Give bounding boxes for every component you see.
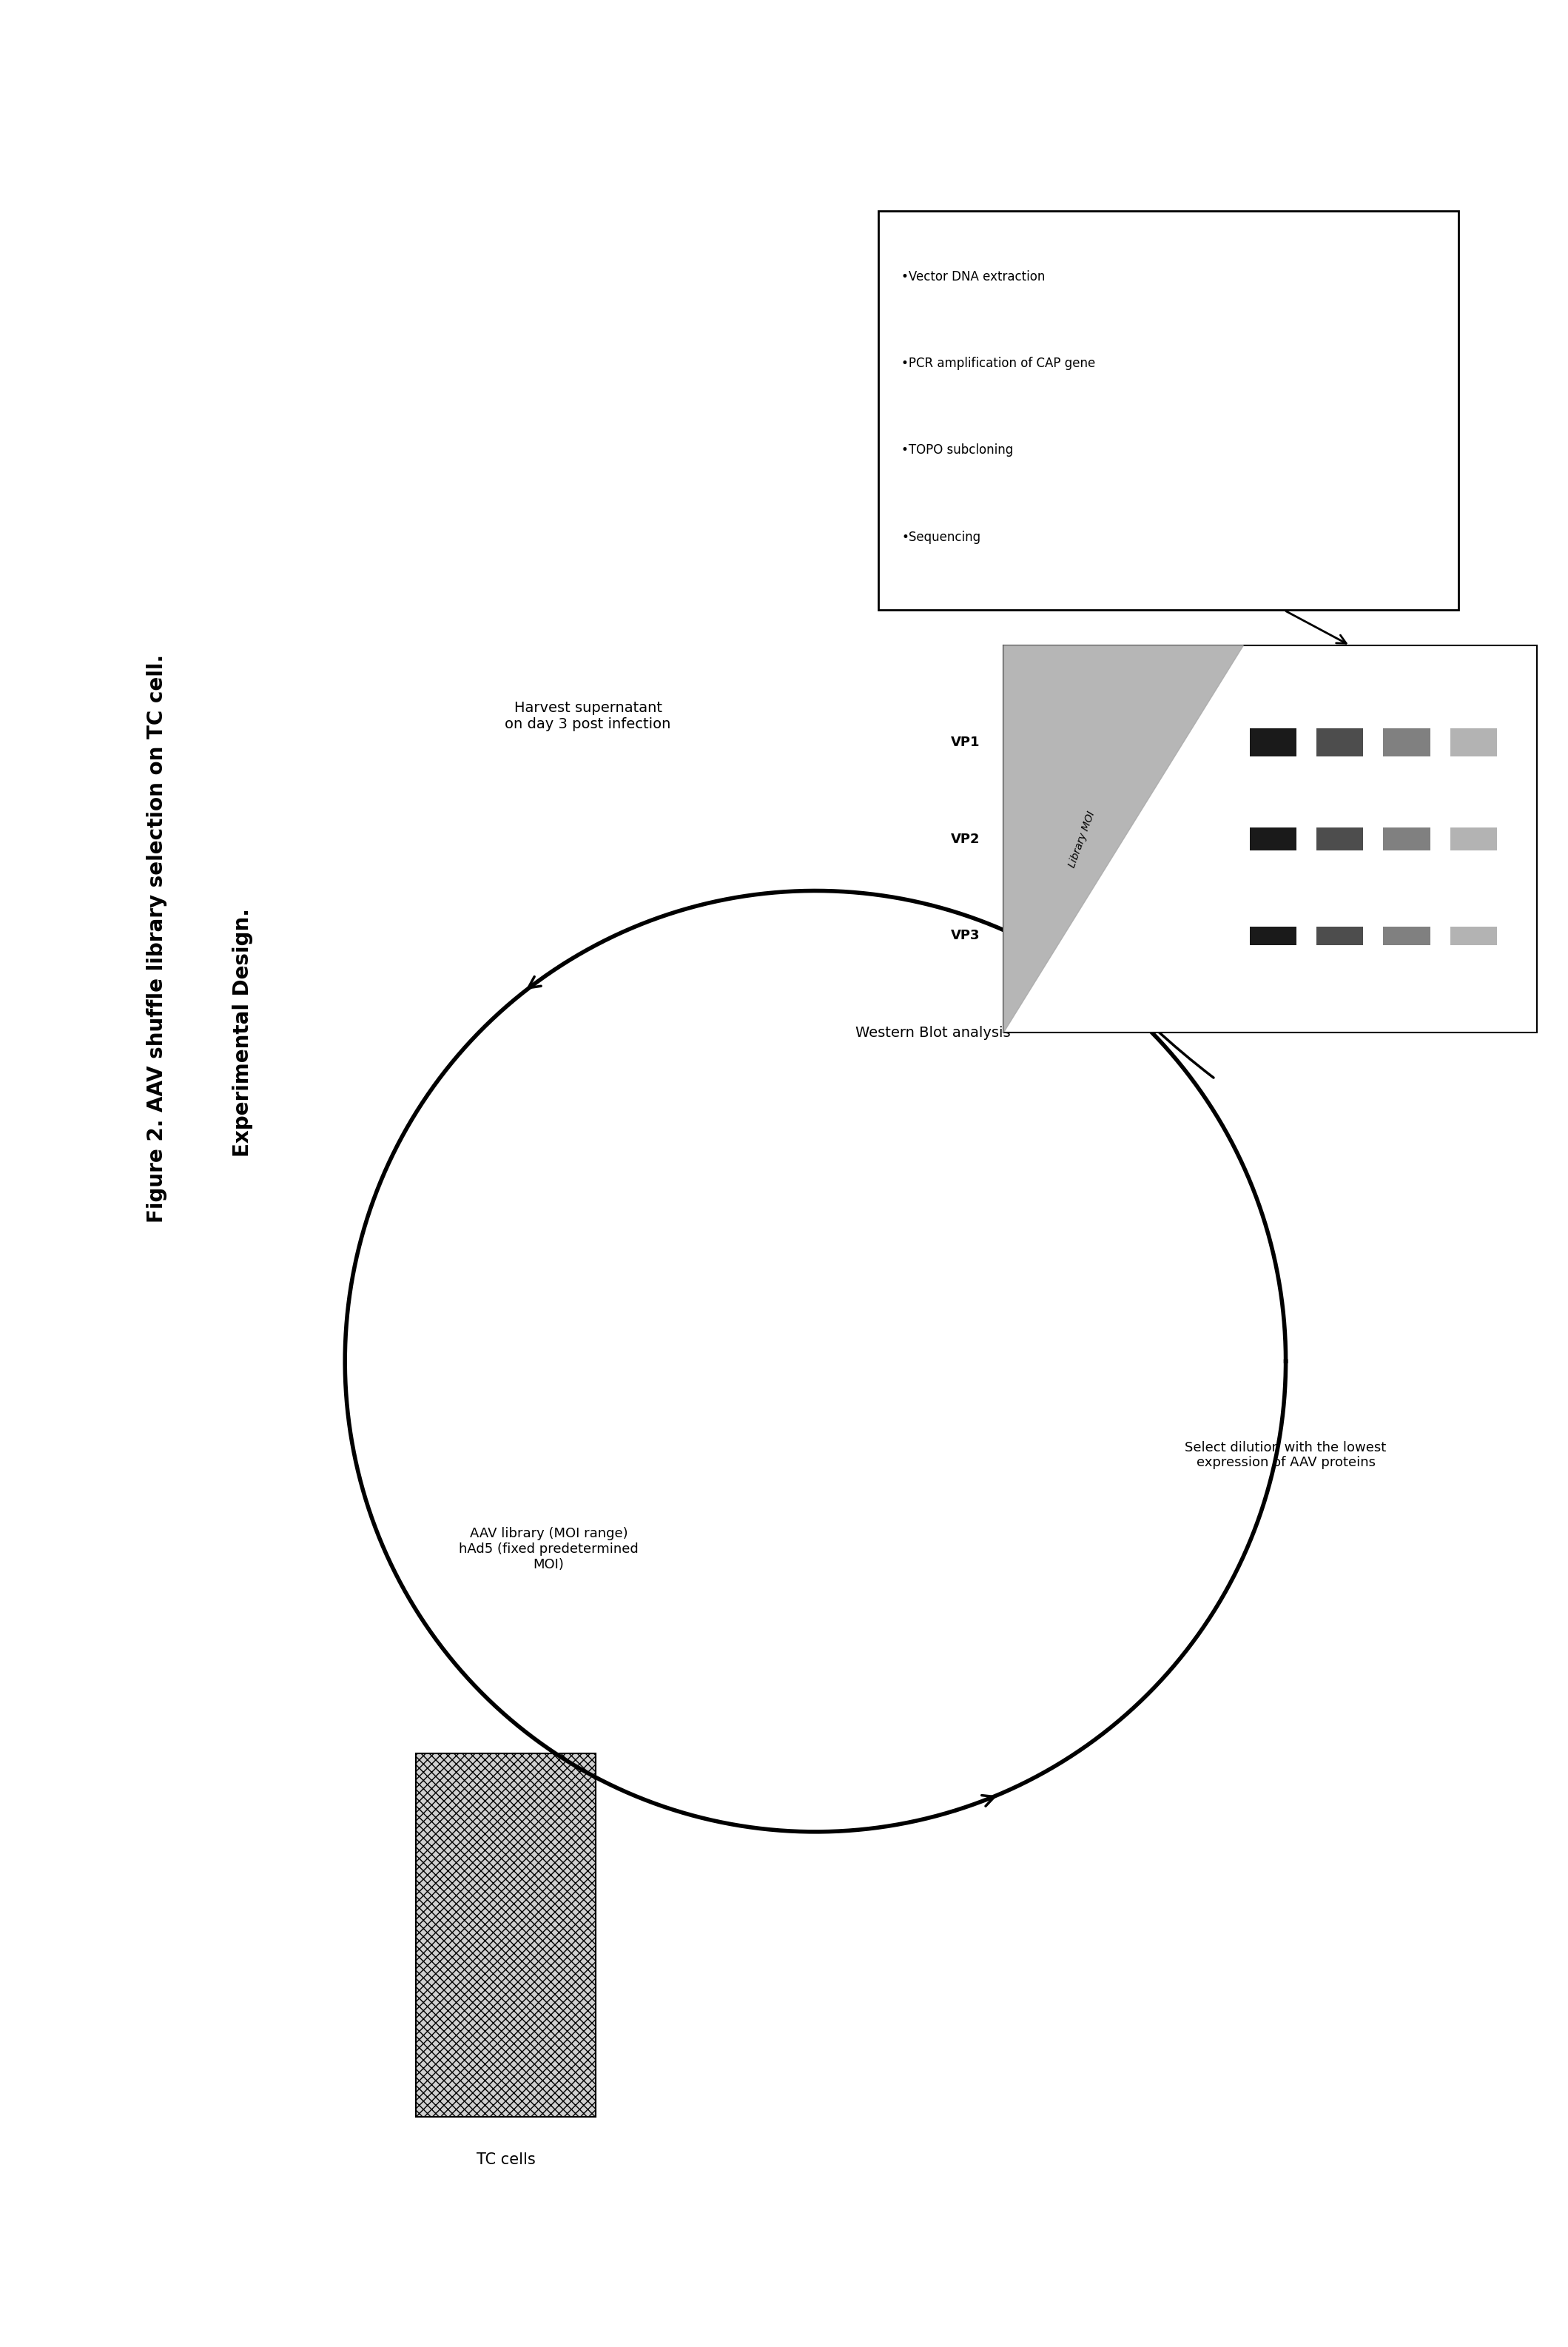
- Text: TC cells: TC cells: [477, 2152, 535, 2166]
- Bar: [1004, 645, 1537, 1033]
- Polygon shape: [1004, 645, 1243, 1033]
- Bar: [1450, 927, 1497, 946]
- Bar: [1250, 927, 1297, 946]
- Text: •Vector DNA extraction: •Vector DNA extraction: [902, 270, 1046, 284]
- Text: Experimental Design.: Experimental Design.: [232, 908, 254, 1157]
- Text: Select dilution with the lowest
expression of AAV proteins: Select dilution with the lowest expressi…: [1185, 1441, 1386, 1469]
- Bar: [1450, 728, 1497, 756]
- Bar: [1317, 927, 1363, 946]
- Text: VP1: VP1: [950, 735, 980, 749]
- Bar: [1317, 826, 1363, 850]
- Bar: [1250, 728, 1297, 756]
- Text: •Sequencing: •Sequencing: [902, 530, 982, 545]
- Bar: [1383, 927, 1430, 946]
- Text: Harvest supernatant
on day 3 post infection: Harvest supernatant on day 3 post infect…: [505, 702, 671, 730]
- Bar: [1383, 826, 1430, 850]
- Bar: [878, 211, 1458, 610]
- Bar: [1250, 826, 1297, 850]
- Bar: [1450, 826, 1497, 850]
- Text: •PCR amplification of CAP gene: •PCR amplification of CAP gene: [902, 357, 1096, 371]
- Text: Western Blot analysis: Western Blot analysis: [856, 1026, 1010, 1040]
- Text: •TOPO subcloning: •TOPO subcloning: [902, 444, 1013, 458]
- Bar: [1317, 728, 1363, 756]
- Text: VP3: VP3: [950, 929, 980, 943]
- Text: VP2: VP2: [950, 833, 980, 845]
- Text: Library MOI: Library MOI: [1066, 810, 1098, 868]
- Bar: [1383, 728, 1430, 756]
- Text: AAV library (MOI range)
hAd5 (fixed predetermined
MOI): AAV library (MOI range) hAd5 (fixed pred…: [459, 1528, 638, 1570]
- Bar: [416, 1753, 596, 2117]
- Text: Figure 2. AAV shuffle library selection on TC cell.: Figure 2. AAV shuffle library selection …: [146, 655, 168, 1223]
